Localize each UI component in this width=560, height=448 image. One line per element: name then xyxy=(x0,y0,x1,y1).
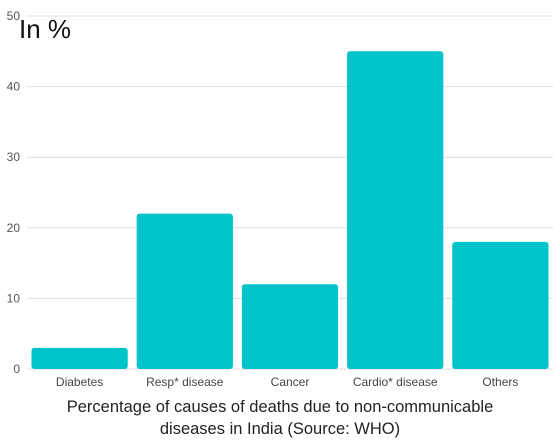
y-tick-label: 50 xyxy=(7,9,21,23)
bar-resp-disease xyxy=(136,213,233,369)
y-tick-label: 0 xyxy=(13,362,20,376)
x-category-label: Resp* disease xyxy=(146,375,224,389)
bar-diabetes xyxy=(31,347,128,369)
caption-line-2: diseases in India (Source: WHO) xyxy=(159,420,401,438)
chart-caption: Percentage of causes of deaths due to no… xyxy=(0,396,560,440)
y-axis-ticks: 0 10 20 30 40 50 xyxy=(7,9,21,376)
x-category-label: Cardio* disease xyxy=(353,375,438,389)
y-tick-label: 30 xyxy=(7,150,21,164)
bar-cancer xyxy=(241,284,339,369)
y-tick-label: 10 xyxy=(7,291,21,305)
bar-others xyxy=(452,241,549,369)
x-axis-labels: Diabetes Resp* disease Cancer Cardio* disea… xyxy=(56,375,518,389)
caption-line-1: Percentage of causes of deaths due to no… xyxy=(66,398,494,416)
bar-cardio-disease xyxy=(347,51,444,370)
y-tick-label: 40 xyxy=(7,80,21,94)
x-category-label: Cancer xyxy=(271,375,310,389)
y-tick-label: 20 xyxy=(7,221,21,235)
bars xyxy=(31,51,549,370)
x-category-label: Diabetes xyxy=(56,375,103,389)
x-category-label: Others xyxy=(482,375,518,389)
unit-label: In % xyxy=(19,14,71,44)
